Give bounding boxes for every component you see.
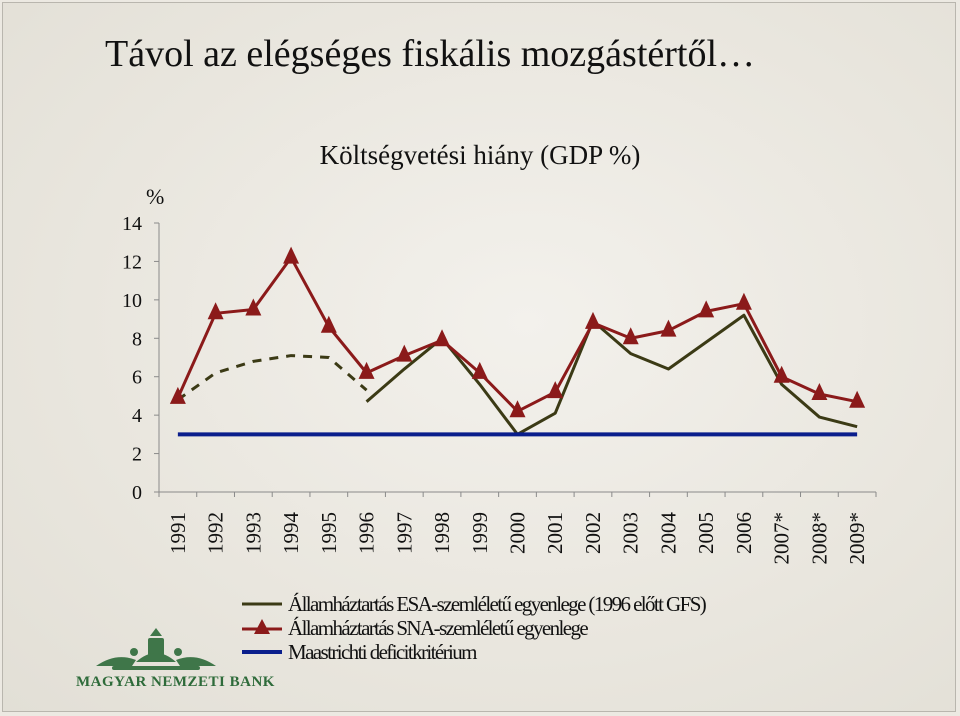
data-point-triangle <box>509 400 526 418</box>
data-point-triangle <box>358 361 375 379</box>
x-tick-label: 2008* <box>807 512 831 565</box>
y-tick-label: 2 <box>132 444 142 466</box>
y-tick-label: 6 <box>132 367 142 389</box>
data-point-triangle <box>169 386 186 404</box>
data-point-triangle <box>245 298 262 316</box>
data-point-triangle <box>547 381 564 399</box>
x-tick-label: 2007* <box>770 512 794 565</box>
x-tick-label: 2004 <box>656 512 680 555</box>
data-point-triangle <box>622 327 639 345</box>
x-tick-label: 1993 <box>241 512 265 554</box>
legend-label-sna: Államháztartás SNA-szemléletű egyenlege <box>288 615 589 640</box>
data-point-triangle <box>396 344 413 362</box>
y-unit-label: % <box>146 184 165 209</box>
legend-item-sna: Államháztartás SNA-szemléletű egyenlege <box>240 616 705 640</box>
data-point-triangle <box>660 319 677 337</box>
x-tick-label: 1992 <box>204 512 228 554</box>
x-tick-label: 2000 <box>506 512 530 554</box>
y-tick-label: 0 <box>132 482 142 504</box>
data-point-triangle <box>434 329 451 347</box>
data-point-triangle <box>698 300 715 318</box>
data-point-triangle <box>773 365 790 383</box>
data-point-triangle <box>283 246 300 264</box>
chart-legend: Államháztartás ESA-szemléletű egyenlege … <box>240 591 707 664</box>
legend-item-maastricht: Maastrichti deficitkritérium <box>240 640 705 664</box>
mnb-logo: MAGYAR NEMZETI BANK <box>76 622 275 702</box>
x-tick-label: 1998 <box>430 512 454 554</box>
legend-label-esa: Államháztartás ESA-szemléletű egyenlege … <box>288 591 707 616</box>
series-line-1 <box>176 354 368 401</box>
crest-icon <box>96 628 216 670</box>
x-tick-label: 1991 <box>166 512 190 554</box>
x-tick-label: 2005 <box>694 512 718 554</box>
legend-swatch-sna <box>242 619 282 634</box>
data-point-triangle <box>849 390 866 408</box>
x-tick-label: 2003 <box>619 512 643 554</box>
y-tick-label: 4 <box>132 405 142 427</box>
chart-plot: 0 2 4 6 8 10 12 14 1991 1992 1993 1994 1995 1996 1997 1… <box>122 213 877 565</box>
legend-swatch-esa <box>242 602 282 606</box>
x-tick-label: 1999 <box>468 512 492 554</box>
slide-title: Távol az elégséges fiskális mozgástértől… <box>105 33 756 75</box>
x-tick-label: 2009* <box>845 512 869 565</box>
y-tick-label: 14 <box>122 213 142 235</box>
data-point-triangle <box>584 311 601 329</box>
data-point-triangle <box>811 383 828 401</box>
data-point-triangle <box>320 315 337 333</box>
y-tick-label: 8 <box>132 328 142 350</box>
x-tick-label: 2002 <box>581 512 605 554</box>
data-point-triangle <box>471 361 488 379</box>
legend-swatch-maastricht <box>242 650 282 654</box>
y-tick-label: 10 <box>122 290 142 312</box>
chart-title: Költségvetési hiány (GDP %) <box>319 140 641 170</box>
x-tick-label: 1996 <box>355 512 379 554</box>
x-tick-label: 1994 <box>279 512 303 555</box>
logo-text: MAGYAR NEMZETI BANK <box>76 674 275 690</box>
data-point-triangle <box>735 292 752 310</box>
x-tick-label: 1997 <box>392 512 416 554</box>
y-tick-label: 12 <box>122 251 142 273</box>
data-point-triangle <box>207 302 224 320</box>
x-tick-label: 2006 <box>732 512 756 554</box>
x-tick-label: 1995 <box>317 512 341 554</box>
legend-item-esa: Államháztartás ESA-szemléletű egyenlege … <box>240 591 707 616</box>
legend-label-maastricht: Maastrichti deficitkritérium <box>288 639 477 664</box>
x-tick-label: 2001 <box>543 512 567 554</box>
